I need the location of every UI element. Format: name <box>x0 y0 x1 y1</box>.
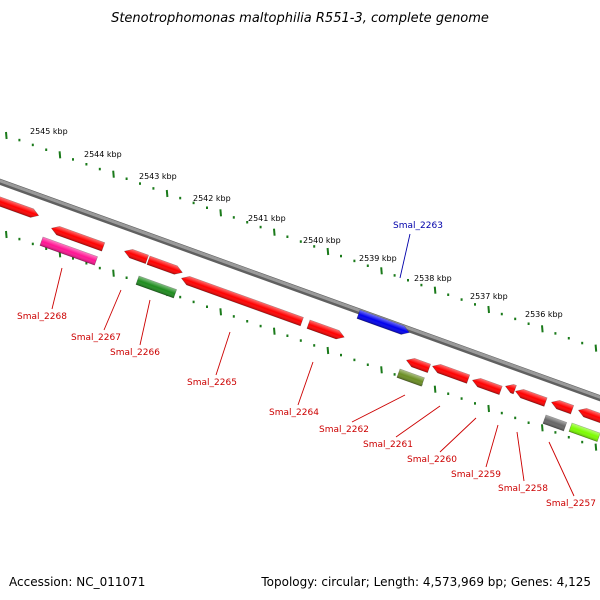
leader-line <box>215 331 231 376</box>
tick-mark <box>219 209 222 217</box>
gene-label[interactable]: Smal_2265 <box>187 378 237 388</box>
gene-arrow <box>356 309 410 335</box>
genome-backbone <box>0 179 600 399</box>
outer-tick-track <box>5 131 598 352</box>
tick-mark <box>58 151 62 159</box>
tick-mark <box>165 189 169 198</box>
gene-arrow <box>542 414 568 432</box>
leader-line <box>439 417 477 453</box>
gene-labels: Smal_2268 Smal_2267 Smal_2266 Smal_2265 Smal… <box>17 221 596 509</box>
gene-label[interactable]: Smal_2263 <box>393 221 443 231</box>
tick-mark <box>326 346 330 355</box>
leader-line <box>395 405 441 438</box>
inner-tick-track <box>5 230 598 451</box>
tick-mark <box>5 230 8 239</box>
gene-arrow <box>180 276 304 327</box>
tick-mark <box>380 267 383 275</box>
tick-mark <box>380 366 383 374</box>
kbp-tick-label: 2545 kbp <box>30 127 68 136</box>
leader-line <box>139 299 151 346</box>
leader-line <box>548 441 575 497</box>
tick-mark <box>487 305 490 314</box>
kbp-tick-label: 2542 kbp <box>193 194 231 203</box>
gene-arrow <box>514 389 548 407</box>
tick-mark <box>273 228 276 236</box>
kbp-tick-label: 2539 kbp <box>359 254 397 263</box>
gene-label[interactable]: Smal_2266 <box>110 348 160 358</box>
kbp-tick-labels: 2545 kbp 2544 kbp 2543 kbp 2542 kbp 2541 kbp… <box>30 127 563 319</box>
gene-features <box>0 194 600 443</box>
tick-mark <box>594 344 598 352</box>
gene-label[interactable]: Smal_2261 <box>363 440 413 450</box>
leader-line <box>103 289 122 331</box>
tick-mark <box>326 247 330 256</box>
kbp-tick-label: 2543 kbp <box>139 172 177 181</box>
gene-arrow <box>504 384 517 395</box>
gene-label[interactable]: Smal_2260 <box>407 455 457 465</box>
tick-mark <box>5 131 8 140</box>
gene-label[interactable]: Smal_2267 <box>71 333 121 343</box>
leader-line <box>51 267 63 310</box>
tick-mark <box>273 327 276 335</box>
tick-mark <box>219 308 222 316</box>
gene-arrow <box>405 358 431 373</box>
leader-line <box>399 233 411 279</box>
gene-label[interactable]: Smal_2257 <box>546 499 596 509</box>
kbp-tick-label: 2537 kbp <box>470 292 508 301</box>
tick-mark <box>112 170 115 178</box>
tick-mark <box>594 443 598 451</box>
gene-label[interactable]: Smal_2258 <box>498 484 548 494</box>
leader-line <box>297 361 314 406</box>
gene-arrow <box>123 249 149 264</box>
gene-arrow <box>306 319 345 340</box>
gene-label-leaders <box>51 233 575 497</box>
leader-line <box>351 394 406 423</box>
kbp-tick-label: 2536 kbp <box>525 310 563 319</box>
leader-line <box>516 431 525 482</box>
gene-arrow <box>568 422 600 443</box>
kbp-tick-label: 2544 kbp <box>84 150 122 159</box>
gene-arrow <box>0 194 40 218</box>
gene-arrow <box>146 255 183 275</box>
tick-mark <box>433 385 437 393</box>
kbp-tick-label: 2538 kbp <box>414 274 452 283</box>
tick-mark <box>487 404 490 413</box>
kbp-tick-label: 2541 kbp <box>248 214 286 223</box>
page-title: Stenotrophomonas maltophilia R551-3, com… <box>111 11 489 26</box>
gene-arrow <box>550 400 575 415</box>
gene-arrow <box>50 226 106 252</box>
gene-arrow <box>471 378 503 396</box>
gene-arrow <box>39 236 98 266</box>
gene-label[interactable]: Smal_2259 <box>451 470 501 480</box>
genome-summary-text: Topology: circular; Length: 4,573,969 bp… <box>260 575 591 589</box>
gene-label[interactable]: Smal_2264 <box>269 408 319 418</box>
gene-label[interactable]: Smal_2262 <box>319 425 369 435</box>
accession-text: Accession: NC_011071 <box>9 575 145 589</box>
tick-mark <box>541 424 544 432</box>
gene-arrow <box>396 368 425 387</box>
leader-line <box>485 424 499 468</box>
tick-mark <box>541 325 544 333</box>
kbp-tick-label: 2540 kbp <box>303 236 341 245</box>
gene-label[interactable]: Smal_2268 <box>17 312 67 322</box>
gene-arrow <box>135 275 178 299</box>
gene-arrow <box>577 408 600 424</box>
gene-arrow <box>431 364 471 384</box>
tick-mark <box>112 269 115 277</box>
tick-mark <box>433 286 437 294</box>
